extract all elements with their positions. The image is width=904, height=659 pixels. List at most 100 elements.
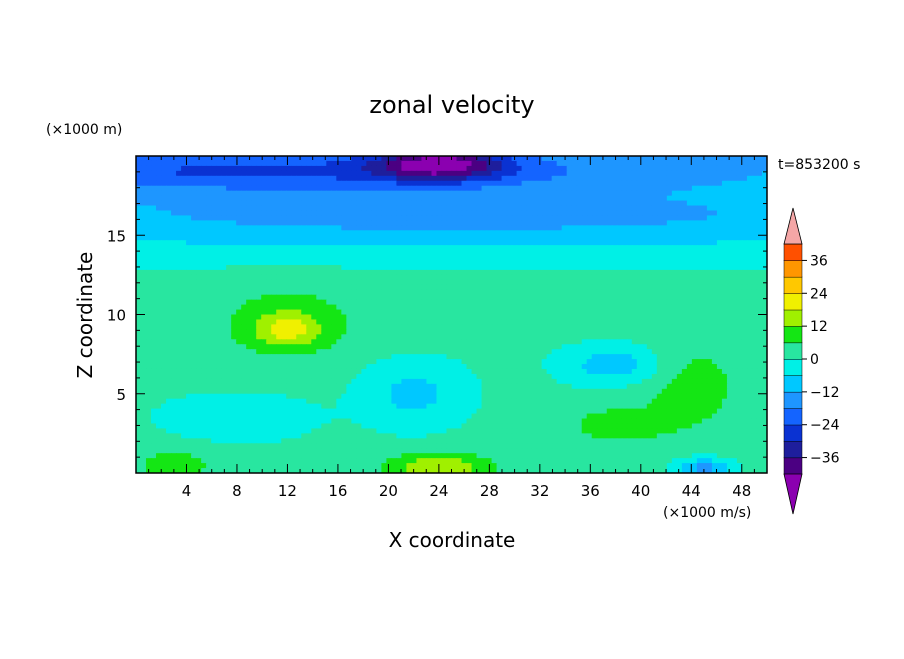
contour-cell — [316, 319, 322, 325]
contour-cell — [361, 299, 367, 306]
contour-cell — [496, 175, 503, 182]
contour-cell — [736, 339, 743, 345]
contour-cell — [346, 200, 352, 207]
contour-cell — [241, 160, 247, 167]
contour-cell — [211, 319, 217, 325]
contour-cell — [636, 344, 643, 350]
contour-cell — [326, 235, 332, 241]
contour-cell — [281, 200, 287, 207]
contour-cell — [731, 230, 738, 236]
contour-cell — [741, 294, 748, 301]
contour-cell — [756, 180, 763, 187]
contour-cell — [506, 210, 513, 217]
contour-cell — [256, 165, 262, 172]
contour-cell — [591, 225, 598, 231]
contour-cell — [446, 260, 453, 266]
contour-cell — [736, 314, 743, 321]
contour-cell — [221, 274, 227, 281]
contour-cell — [506, 235, 513, 241]
contour-cell — [261, 309, 267, 316]
contour-cell — [746, 324, 753, 330]
contour-cell — [336, 190, 342, 197]
contour-cell — [481, 165, 488, 172]
contour-cell — [206, 235, 212, 241]
contour-cell — [506, 255, 513, 261]
contour-cell — [171, 240, 177, 246]
contour-cell — [306, 225, 312, 231]
contour-cell — [296, 274, 302, 281]
contour-cell — [561, 235, 568, 241]
contour-cell — [356, 225, 362, 231]
contour-cell — [291, 284, 297, 291]
contour-cell — [366, 269, 372, 276]
contour-cell — [436, 269, 443, 276]
contour-cell — [226, 220, 232, 226]
contour-cell — [381, 205, 387, 212]
contour-cell — [491, 334, 498, 340]
contour-cell — [236, 160, 242, 167]
contour-cell — [651, 264, 658, 271]
contour-cell — [531, 329, 538, 335]
contour-cell — [446, 215, 453, 221]
contour-cell — [661, 284, 668, 291]
contour-cell — [256, 289, 262, 296]
contour-cell — [246, 200, 252, 207]
contour-cell — [436, 324, 443, 330]
contour-cell — [401, 225, 408, 231]
contour-cell — [651, 284, 658, 291]
contour-cell — [331, 170, 337, 177]
contour-cell — [246, 284, 252, 291]
contour-cell — [466, 175, 473, 182]
contour-cell — [416, 156, 423, 162]
contour-cell — [556, 329, 563, 335]
contour-cell — [166, 329, 172, 335]
contour-cell — [281, 195, 287, 202]
contour-cell — [206, 349, 212, 355]
contour-cell — [471, 195, 478, 202]
contour-cell — [486, 205, 493, 212]
contour-cell — [756, 225, 763, 231]
contour-cell — [336, 175, 342, 182]
contour-cell — [231, 240, 237, 246]
contour-cell — [721, 156, 728, 162]
contour-cell — [366, 334, 372, 340]
contour-cell — [141, 230, 147, 236]
contour-cell — [751, 235, 758, 241]
contour-cell — [616, 170, 623, 177]
contour-cell — [166, 264, 172, 271]
contour-cell — [286, 294, 292, 301]
contour-cell — [581, 165, 588, 172]
contour-cell — [256, 349, 262, 355]
contour-cell — [521, 250, 528, 256]
contour-cell — [756, 334, 763, 340]
contour-cell — [501, 156, 508, 162]
contour-cell — [186, 225, 192, 231]
contour-cell — [526, 304, 533, 311]
contour-cell — [631, 274, 638, 281]
contour-cell — [171, 349, 177, 355]
contour-cell — [271, 205, 277, 212]
contour-cell — [511, 294, 518, 301]
contour-cell — [261, 279, 267, 286]
contour-cell — [256, 269, 262, 276]
contour-cell — [686, 299, 693, 306]
contour-cell — [746, 190, 753, 197]
contour-cell — [526, 185, 533, 192]
contour-cell — [236, 205, 242, 212]
contour-cell — [296, 250, 302, 256]
contour-cell — [566, 195, 573, 202]
contour-cell — [446, 264, 453, 271]
contour-cell — [711, 210, 718, 217]
contour-cell — [376, 245, 382, 251]
contour-cell — [591, 205, 598, 212]
contour-cell — [251, 299, 257, 306]
contour-cell — [191, 349, 197, 355]
contour-cell — [371, 339, 377, 345]
contour-cell — [231, 200, 237, 207]
contour-cell — [551, 170, 558, 177]
contour-cell — [521, 210, 528, 217]
contour-cell — [521, 240, 528, 246]
contour-cell — [641, 264, 648, 271]
contour-cell — [306, 156, 312, 162]
contour-cell — [616, 274, 623, 281]
